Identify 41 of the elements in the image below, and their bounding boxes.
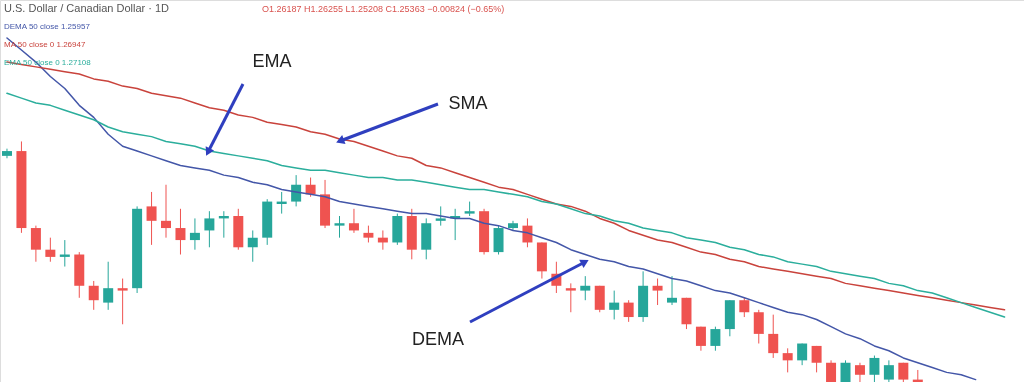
candlestick [435, 205, 446, 227]
candlestick [30, 225, 41, 263]
chart-title: U.S. Dollar / Canadian Dollar · 1D [4, 2, 170, 14]
candlestick [189, 217, 200, 251]
candlestick [739, 297, 750, 318]
candlestick [768, 314, 779, 359]
series-label: MA 50 close 0 1.26947 [4, 40, 86, 49]
text: EMA [252, 51, 292, 71]
candlestick [652, 278, 663, 306]
series-label: DEMA 50 close 1.25957 [4, 22, 91, 31]
candlestick [334, 215, 345, 239]
candlestick [88, 280, 99, 311]
candlestick [782, 347, 793, 373]
candlestick [811, 345, 822, 373]
candlestick [667, 275, 678, 306]
candlestick [883, 359, 894, 382]
candlestick [623, 299, 634, 323]
candlestick [840, 359, 851, 382]
candlestick [609, 290, 620, 320]
candlestick [753, 309, 764, 345]
annotation: DEMA [411, 329, 465, 349]
candlestick [305, 177, 316, 198]
candlestick [103, 261, 114, 311]
candlestick [869, 355, 880, 382]
candlestick [175, 208, 186, 255]
candlestick [161, 184, 172, 239]
candlestick [291, 174, 302, 207]
chart-subtitle: O1.26187 H1.26255 L1.25208 C1.25363 −0.00824 (−0.65%) [262, 4, 505, 14]
candlestick [826, 359, 837, 382]
candlestick [565, 282, 576, 313]
candlestick [117, 278, 128, 325]
candlestick [580, 275, 591, 301]
candlestick [854, 362, 865, 382]
candlestick [348, 208, 359, 234]
candlestick [710, 326, 721, 352]
candlestick [146, 191, 157, 246]
text: SMA [448, 93, 488, 113]
candlestick [45, 237, 56, 263]
candlestick [695, 326, 706, 352]
candlestick [247, 229, 258, 263]
candlestick [204, 210, 215, 248]
